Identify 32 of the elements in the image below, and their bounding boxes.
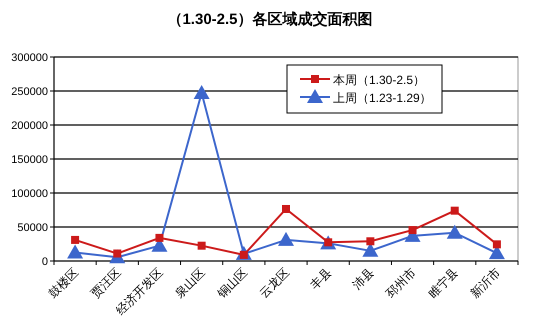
- x-tick-label: 泉山区: [172, 265, 208, 301]
- point: [450, 206, 459, 215]
- y-tick-label: 50000: [17, 222, 48, 234]
- point: [446, 224, 463, 239]
- x-tick-label: 贾汪区: [88, 265, 124, 301]
- y-tick-label: 150000: [11, 154, 48, 166]
- y-tick-label: 300000: [11, 52, 48, 64]
- x-tick-label: 新沂市: [468, 265, 504, 301]
- point: [492, 240, 501, 248]
- point: [155, 234, 164, 242]
- x-tick-label: 邳州市: [383, 265, 419, 301]
- y-tick-label: 0: [42, 256, 48, 268]
- chart-title: （1.30-2.5）各区域成交面积图: [167, 10, 373, 28]
- x-tick-label: 鼓楼区: [46, 265, 82, 301]
- x-tick-label: 铜山区: [214, 265, 250, 302]
- y-tick-label: 250000: [11, 86, 48, 98]
- x-tick-label: 丰县: [307, 265, 334, 292]
- x-tick-label: 云龙区: [256, 265, 292, 301]
- point: [408, 226, 417, 234]
- point: [71, 236, 80, 244]
- x-tick-label: 睢宁县: [425, 265, 461, 301]
- legend-label: 本周（1.30-2.5）: [333, 73, 426, 87]
- point: [278, 232, 294, 246]
- point: [67, 244, 84, 258]
- point: [194, 85, 210, 100]
- y-tick-label: 100000: [11, 188, 48, 200]
- y-tick-label: 200000: [11, 120, 48, 132]
- point: [198, 242, 206, 250]
- x-tick-label: 沛县: [350, 265, 376, 292]
- legend-label: 上周（1.23-1.29）: [333, 91, 432, 105]
- point: [282, 204, 290, 213]
- point: [366, 237, 374, 246]
